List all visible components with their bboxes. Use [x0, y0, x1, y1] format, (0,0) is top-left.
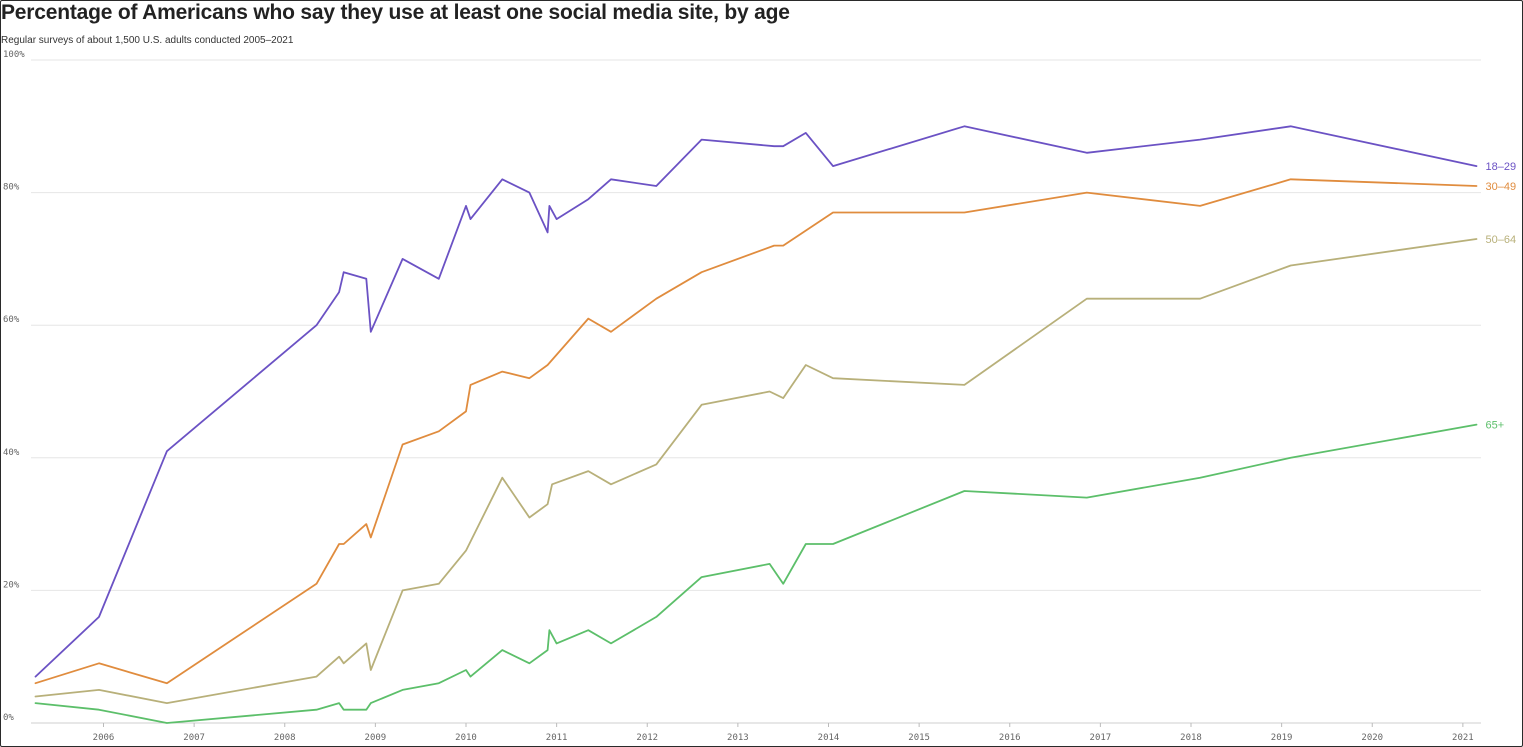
x-tick-label: 2006	[93, 733, 115, 743]
x-tick-label: 2019	[1271, 733, 1293, 743]
series-label: 18–29	[1485, 161, 1516, 173]
x-tick-label: 2008	[274, 733, 296, 743]
x-tick-label: 2014	[818, 733, 840, 743]
x-tick-label: 2007	[183, 733, 205, 743]
chart-title: Percentage of Americans who say they use…	[1, 1, 790, 24]
chart-subtitle: Regular surveys of about 1,500 U.S. adul…	[1, 35, 294, 46]
x-tick-label: 2010	[455, 733, 477, 743]
x-tick-label: 2021	[1452, 733, 1474, 743]
y-tick-label: 100%	[3, 50, 25, 60]
x-tick-label: 2011	[546, 733, 568, 743]
y-tick-label: 40%	[3, 448, 20, 458]
x-tick-label: 2018	[1180, 733, 1202, 743]
series-label: 30–49	[1485, 181, 1516, 193]
series-line-65+	[34, 423, 1478, 724]
series-label: 65+	[1485, 420, 1504, 432]
series-line-5064	[34, 238, 1478, 704]
x-tick-label: 2015	[908, 733, 930, 743]
x-tick-label: 2020	[1361, 733, 1383, 743]
series-label: 50–64	[1485, 234, 1516, 246]
x-tick-label: 2009	[365, 733, 387, 743]
y-tick-label: 0%	[3, 713, 14, 723]
x-tick-label: 2013	[727, 733, 749, 743]
y-tick-label: 60%	[3, 315, 20, 325]
y-tick-label: 80%	[3, 183, 20, 193]
x-tick-label: 2012	[636, 733, 658, 743]
y-tick-label: 20%	[3, 580, 20, 590]
x-tick-label: 2017	[1090, 733, 1112, 743]
series-line-3049	[34, 178, 1478, 685]
x-tick-label: 2016	[999, 733, 1021, 743]
series-line-1829	[34, 125, 1478, 678]
